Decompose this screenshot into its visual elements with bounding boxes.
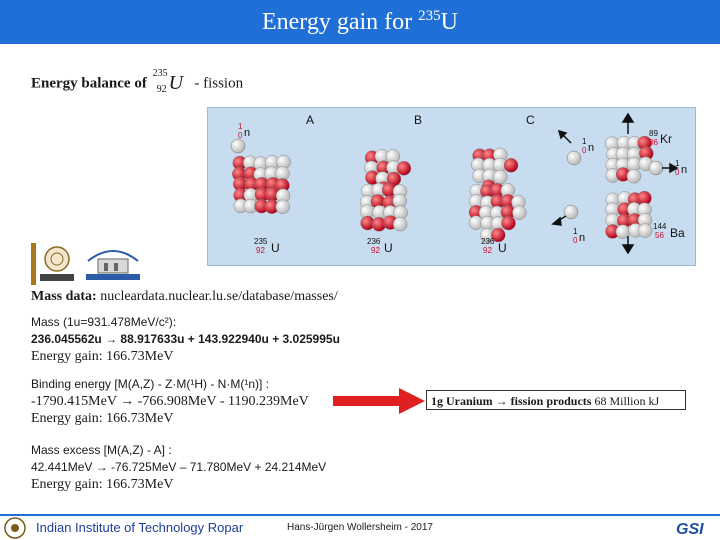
- u235-charge: 92: [256, 246, 265, 255]
- svg-text:GSI: GSI: [676, 521, 704, 538]
- red-right-arrow: [333, 388, 425, 414]
- mass-excess-energy-gain: Energy gain: 166.73MeV: [31, 477, 174, 492]
- nuclei-group: [230, 135, 664, 243]
- u236a-mass: 236: [367, 237, 381, 246]
- nucleon: [392, 216, 408, 232]
- energy-balance-label: Energy balance of: [31, 75, 147, 92]
- gsi-logo: GSI: [676, 521, 704, 538]
- mass-equation: 236.045562u → 88.917633u + 143.922940u +…: [31, 332, 340, 346]
- n-in-symbol: n: [244, 127, 250, 139]
- nucleon: [491, 227, 506, 243]
- n-out3-symbol: n: [579, 232, 585, 244]
- u236b-label: U: [498, 241, 507, 255]
- nucleon: [396, 161, 412, 176]
- label-A: A: [306, 113, 314, 127]
- kr-label: Kr: [660, 132, 672, 146]
- nucleon: [503, 158, 519, 173]
- incoming-neutron: [230, 138, 246, 154]
- binding-energy-block: Binding energy [M(A,Z) - Z·M(¹H) - N·M(¹…: [31, 376, 309, 427]
- n-out3-charge: 0: [573, 236, 578, 245]
- u235-mass: 235: [254, 237, 268, 246]
- n-out1-mass: 1: [582, 137, 587, 146]
- uranium-energy-box: 1g Uranium → fission products 68 Million…: [426, 390, 686, 410]
- nucleon: [493, 169, 508, 185]
- u236b-lower: [468, 183, 527, 243]
- title-mass-number: 235: [418, 8, 441, 24]
- u235-symbol: 235 92 U: [152, 68, 184, 95]
- label-C: C: [526, 113, 535, 127]
- n-out2-symbol: n: [681, 164, 687, 176]
- u236-lower: [359, 182, 408, 232]
- arrow-head-kr: [621, 112, 635, 123]
- nucleon: [638, 223, 653, 238]
- u236a-charge: 92: [371, 246, 380, 255]
- binding-equation: -1790.415MeV → -766.908MeV - 1190.239MeV: [31, 394, 309, 409]
- arrow-head-ba: [621, 244, 635, 255]
- ba-mass: 144: [653, 222, 667, 231]
- uranium-statement: 1g Uranium → fission products: [431, 394, 592, 408]
- research-facility-logo: [86, 250, 140, 280]
- n-in-mass: 1: [238, 122, 243, 131]
- binding-energy-gain: Energy gain: 166.73MeV: [31, 411, 174, 426]
- u235-nucleus: [232, 154, 291, 215]
- u236b-charge: 92: [483, 246, 492, 255]
- kr-mass: 89: [649, 129, 658, 138]
- n-out3-mass: 1: [573, 227, 578, 236]
- nucleon: [626, 168, 642, 184]
- fission-diagram: A B C 1 0 n 235 92 U 236 92 U 236 92 U 1…: [207, 107, 696, 266]
- n-out1-charge: 0: [582, 146, 587, 155]
- arrow-head-n1: [557, 129, 568, 140]
- u236a-label: U: [384, 241, 393, 255]
- outgoing-neutron-2: [648, 160, 664, 176]
- header-bar: Energy gain for 235U: [0, 0, 720, 44]
- uranium-energy-value: 68 Million kJ: [591, 394, 660, 408]
- n-out2-charge: 0: [675, 168, 680, 177]
- energy-balance-line: Energy balance of 235 92 U - fission: [31, 68, 244, 96]
- slide-title: Energy gain for 235U: [0, 8, 720, 36]
- u236b-upper: [471, 147, 519, 194]
- footer-author: Hans-Jürgen Wollersheim - 2017: [287, 522, 433, 533]
- ba-charge: 56: [655, 231, 664, 240]
- mass-data-link[interactable]: nucleardata.nuclear.lu.se/database/masse…: [100, 289, 338, 304]
- ba-label: Ba: [670, 226, 685, 240]
- title-text: Energy gain for: [261, 9, 419, 35]
- n-out2-mass: 1: [675, 159, 680, 168]
- mass-data-line: Mass data: nucleardata.nuclear.lu.se/dat…: [31, 289, 338, 305]
- u236b-mass: 236: [481, 237, 495, 246]
- mass-heading: Mass (1u=931.478MeV/c²):: [31, 315, 177, 329]
- u235-label: U: [271, 241, 280, 255]
- mass-block: Mass (1u=931.478MeV/c²): 236.045562u → 8…: [31, 314, 340, 365]
- fission-text: - fission: [194, 75, 244, 92]
- kr-charge: 36: [649, 138, 658, 147]
- iit-ropar-logo: [4, 517, 26, 539]
- fission-diagram-svg: A B C 1 0 n 235 92 U 236 92 U 236 92 U 1…: [230, 112, 687, 255]
- lund-university-logo: [31, 243, 74, 285]
- title-element: U: [440, 9, 459, 35]
- mass-excess-equation: 42.441MeV → -76.725MeV – 71.780MeV + 24.…: [31, 460, 327, 474]
- nucleon: [512, 205, 527, 220]
- arrow-head-n2: [669, 162, 679, 174]
- nucleon: [501, 215, 516, 231]
- arrow-head-n3: [551, 216, 562, 226]
- footer-divider: [0, 514, 720, 516]
- nucleon: [275, 199, 291, 215]
- n-in-charge: 0: [238, 131, 243, 140]
- mass-excess-heading: Mass excess [M(A,Z) - A] :: [31, 443, 172, 457]
- outgoing-neutron-1: [566, 150, 582, 166]
- n-out1-symbol: n: [588, 142, 594, 154]
- footer-institute: Indian Institute of Technology Ropar: [36, 520, 244, 535]
- mass-energy-gain: Energy gain: 166.73MeV: [31, 349, 174, 364]
- outgoing-neutron-3: [563, 204, 579, 220]
- binding-heading: Binding energy [M(A,Z) - Z·M(¹H) - N·M(¹…: [31, 377, 270, 391]
- kr-fragment: [604, 135, 654, 184]
- ba-fragment: [605, 190, 653, 239]
- mass-excess-block: Mass excess [M(A,Z) - A] : 42.441MeV → -…: [31, 442, 326, 493]
- label-B: B: [414, 113, 422, 127]
- mass-data-label: Mass data:: [31, 289, 97, 304]
